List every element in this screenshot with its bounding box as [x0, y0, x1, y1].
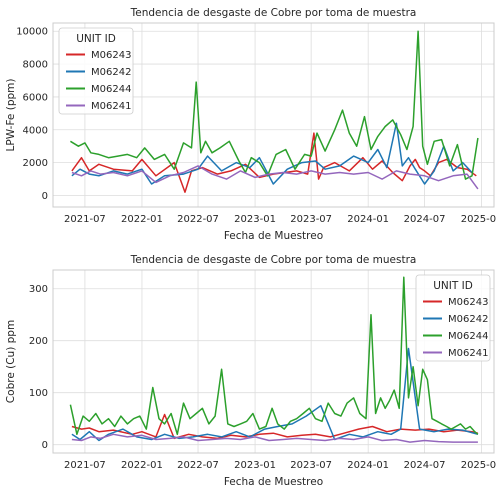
chart1-legend-label-m06243: M06243	[91, 50, 131, 61]
chart2-x-tick-label-5: 2024-01	[347, 460, 389, 471]
chart1-plot-frame	[52, 22, 495, 208]
chart1-legend-label-m06242: M06242	[91, 67, 131, 78]
chart2-x-tick-label-4: 2023-07	[290, 460, 332, 471]
chart1-y-tick-label-4: 8000	[23, 60, 48, 71]
chart2-y-axis-label: Cobre (Cu) ppm	[5, 320, 17, 403]
chart1-legend-label-m06244: M06244	[91, 84, 131, 95]
chart2-x-tick-label-2: 2022-07	[177, 460, 219, 471]
chart1-x-tick-label-0: 2021-07	[64, 214, 106, 225]
chart1-x-tick-label-5: 2024-01	[347, 214, 389, 225]
chart1-legend-box	[58, 27, 134, 115]
chart1-x-tick-label-3: 2023-01	[234, 214, 276, 225]
chart2-y-tick-label-1: 100	[29, 388, 48, 399]
chart1-y-tick-label-2: 4000	[23, 125, 48, 136]
chart2-plot-frame	[52, 269, 495, 454]
chart2-x-tick-label-1: 2022-01	[121, 460, 163, 471]
chart2-x-tick-label-0: 2021-07	[64, 460, 106, 471]
chart2-legend-label-m06242: M06242	[448, 314, 488, 325]
chart1-x-axis-label: Fecha de Muestreo	[224, 230, 323, 242]
chart2-series-m06244-line	[69, 276, 479, 436]
chart2-title: Tendencia de desgaste de Cobre por toma …	[130, 254, 417, 266]
chart1-title: Tendencia de desgaste de Cobre por toma …	[130, 7, 417, 19]
chart2-legend-box	[415, 274, 491, 362]
chart2-x-tick-label-6: 2024-07	[404, 460, 446, 471]
chart1-y-tick-label-5: 10000	[16, 27, 48, 38]
chart2-legend-label-m06244: M06244	[448, 331, 488, 342]
chart1-y-tick-label-0: 0	[42, 191, 48, 202]
chart1-legend-title: UNIT ID	[76, 33, 116, 45]
chart1-y-tick-label-1: 2000	[23, 158, 48, 169]
chart2-x-tick-label-7: 2025-01	[461, 460, 497, 471]
chart1-legend-label-m06241: M06241	[91, 101, 131, 112]
chart2-series-m06241-line	[71, 433, 478, 443]
chart1-series-m06242-line	[71, 122, 473, 185]
chart1-y-axis-label: LPW-Fe (ppm)	[5, 79, 17, 152]
chart2-x-tick-label-3: 2023-01	[234, 460, 276, 471]
chart1-x-tick-label-2: 2022-07	[177, 214, 219, 225]
chart2-legend-title: UNIT ID	[433, 280, 473, 292]
chart1-y-tick-label-3: 6000	[23, 92, 48, 103]
chart2-legend-label-m06241: M06241	[448, 348, 488, 359]
chart2-y-tick-label-0: 0	[42, 440, 48, 451]
chart1-x-tick-label-1: 2022-01	[121, 214, 163, 225]
chart1-x-tick-label-4: 2023-07	[290, 214, 332, 225]
chart2-legend-label-m06243: M06243	[448, 297, 488, 308]
chart1-series-m06241-line	[71, 165, 479, 190]
chart1-series-m06244-line	[70, 30, 479, 180]
chart1-x-tick-label-6: 2024-07	[404, 214, 446, 225]
chart1-x-tick-label-7: 2025-01	[461, 214, 497, 225]
chart2-y-tick-label-2: 200	[29, 336, 48, 347]
chart1-series-m06243-line	[71, 132, 477, 193]
chart2-x-axis-label: Fecha de Muestreo	[224, 476, 323, 488]
chart2-series-m06243-line	[71, 413, 479, 440]
chart2-y-tick-label-3: 300	[29, 284, 48, 295]
